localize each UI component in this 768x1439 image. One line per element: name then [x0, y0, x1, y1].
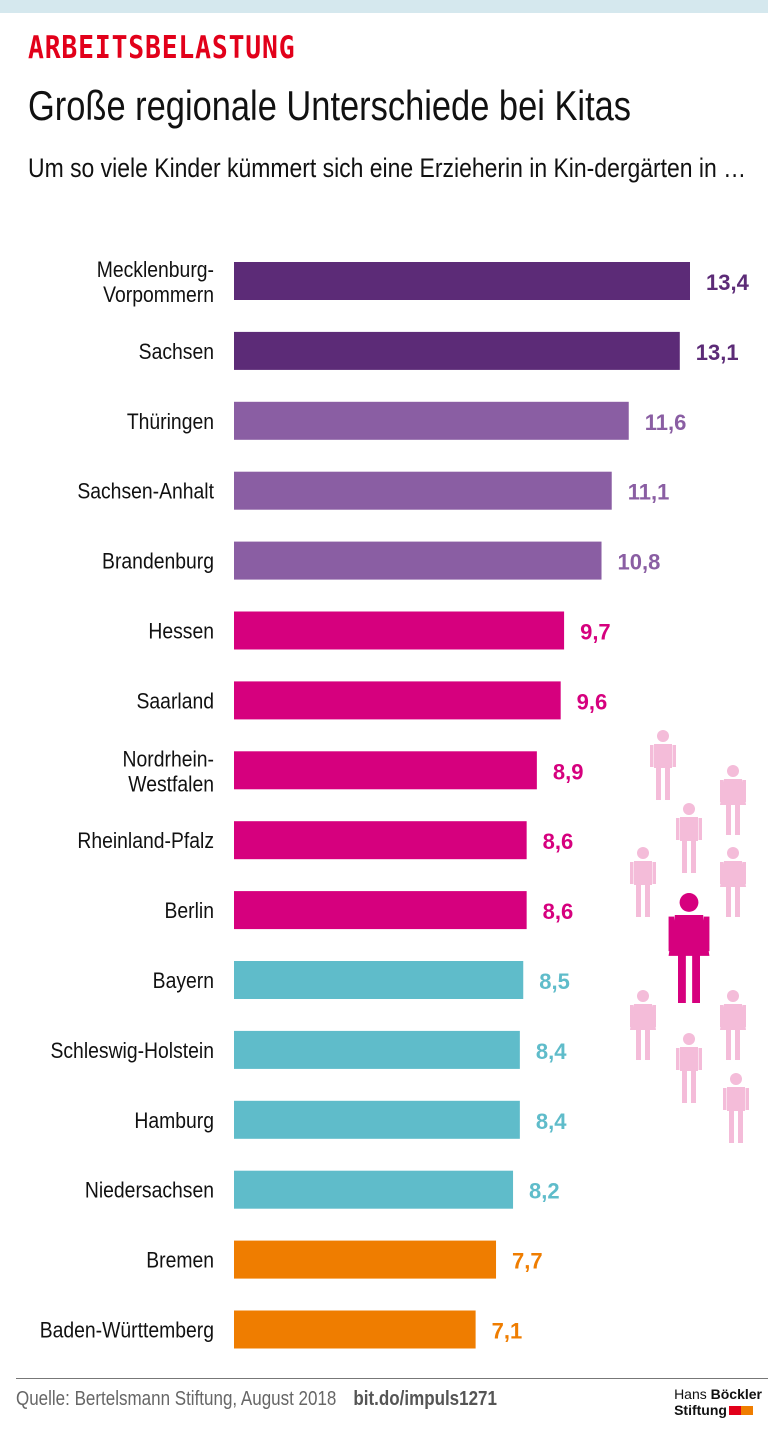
child-icon: [723, 1073, 749, 1143]
category-label: Nordrhein-Westfalen: [123, 747, 214, 796]
category-label: Sachsen-Anhalt: [77, 480, 214, 504]
hans-boeckler-logo: Hans Böckler Stiftung: [674, 1386, 762, 1418]
bar: [234, 1240, 497, 1279]
value-label: 8,4: [536, 1109, 567, 1134]
value-label: 7,1: [492, 1319, 523, 1344]
chart-title: Große regionale Unterschiede bei Kitas: [28, 82, 632, 129]
bar: [234, 1310, 476, 1349]
value-label: 13,1: [696, 340, 739, 365]
child-icon: [630, 847, 656, 917]
educator-icon: [720, 990, 746, 1060]
value-label: 10,8: [618, 550, 661, 575]
bar: [234, 681, 561, 720]
value-label: 8,5: [539, 969, 570, 994]
logo-square: [740, 1406, 753, 1415]
category-label: Brandenburg: [102, 549, 214, 573]
kicker: ARBEITSBELASTUNG: [28, 30, 296, 66]
value-label: 8,9: [553, 759, 584, 784]
footer-divider: [16, 1378, 768, 1379]
source-link[interactable]: bit.do/impuls1271: [353, 1388, 497, 1410]
bar: [234, 1030, 520, 1069]
source-note: Quelle: Bertelsmann Stiftung, August 201…: [16, 1388, 497, 1411]
source-text: Quelle: Bertelsmann Stiftung, August 201…: [16, 1388, 337, 1410]
chart-subtitle: Um so viele Kinder kümmert sich eine Erz…: [28, 153, 747, 183]
value-label: 8,6: [543, 899, 574, 924]
bar: [234, 471, 612, 510]
bar: [234, 1170, 514, 1209]
value-label: 7,7: [512, 1249, 543, 1274]
value-label: 11,1: [628, 480, 670, 505]
value-label: 8,2: [529, 1179, 560, 1204]
value-label: 13,4: [706, 270, 750, 295]
bar: [234, 611, 565, 650]
category-label: Mecklenburg-Vorpommern: [97, 258, 214, 307]
value-label: 11,6: [645, 410, 687, 435]
educator-icon: [668, 893, 710, 1003]
value-label: 8,6: [543, 829, 574, 854]
category-label: Baden-Württemberg: [40, 1318, 214, 1342]
bar: [234, 262, 690, 300]
bar: [234, 751, 537, 790]
bar: [234, 1100, 520, 1139]
bar: [234, 821, 527, 860]
category-label: Saarland: [137, 689, 214, 713]
logo-text: Hans: [674, 1386, 707, 1402]
value-label: 9,6: [577, 689, 608, 714]
educator-icon: [720, 765, 746, 835]
bar: [234, 541, 602, 580]
child-icon: [650, 730, 676, 800]
category-label: Thüringen: [127, 410, 214, 434]
value-label: 8,4: [536, 1039, 567, 1064]
bar: [234, 331, 680, 370]
child-icon: [676, 803, 702, 873]
bar-chart: Mecklenburg-Vorpommern 13,4 Sachsen 13,1 Thü…: [40, 258, 750, 1349]
value-label: 9,7: [580, 620, 611, 645]
bar: [234, 961, 524, 999]
category-label: Bayern: [153, 969, 214, 993]
top-band: [0, 0, 768, 13]
category-label: Niedersachsen: [85, 1179, 214, 1203]
educator-icon: [720, 847, 746, 917]
logo-square: [728, 1406, 741, 1415]
category-label: Bremen: [146, 1248, 214, 1272]
category-label: Rheinland-Pfalz: [77, 829, 214, 853]
bar: [234, 891, 527, 930]
logo-text: Böckler: [710, 1386, 762, 1402]
logo-text: Stiftung: [674, 1402, 727, 1418]
category-label: Hamburg: [134, 1109, 214, 1133]
category-label: Berlin: [164, 899, 214, 923]
bar: [234, 401, 629, 440]
child-icon: [676, 1033, 702, 1103]
category-label: Sachsen: [139, 340, 214, 364]
category-label: Schleswig-Holstein: [50, 1039, 214, 1063]
educator-icon: [630, 990, 656, 1060]
category-label: Hessen: [148, 619, 214, 643]
